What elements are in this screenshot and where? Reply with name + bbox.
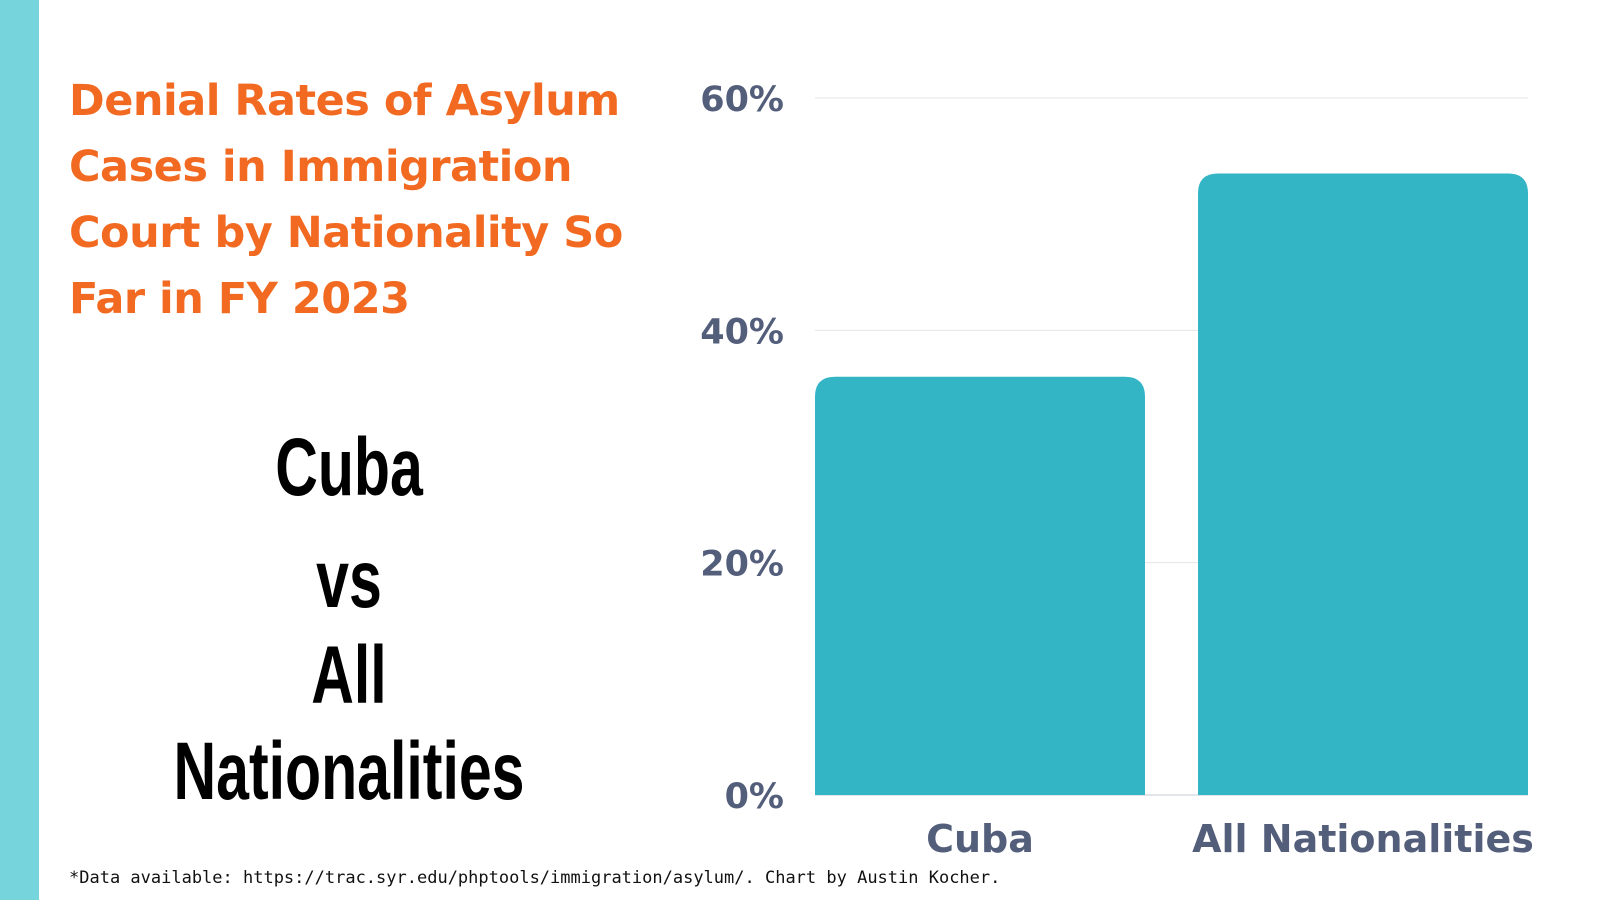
y-tick-label: 20% [700, 545, 784, 585]
bar-all-nationalities [1198, 173, 1528, 796]
chart-title: Denial Rates of Asylum Cases in Immigrat… [69, 76, 623, 324]
y-tick-label: 0% [725, 777, 784, 817]
x-category-label: All Nationalities [1192, 817, 1534, 861]
comparison-first: Cuba [275, 422, 423, 513]
comparison-second: All Nationalities [173, 630, 525, 817]
y-tick-label: 40% [700, 312, 784, 352]
bar-cuba [815, 376, 1145, 795]
comparison-separator: vs [316, 534, 382, 625]
data-source-footnote: *Data available: https://trac.syr.edu/ph… [69, 868, 1001, 888]
left-accent-strip [0, 0, 39, 900]
x-category-label: Cuba [926, 817, 1034, 861]
y-tick-label: 60% [700, 80, 784, 120]
